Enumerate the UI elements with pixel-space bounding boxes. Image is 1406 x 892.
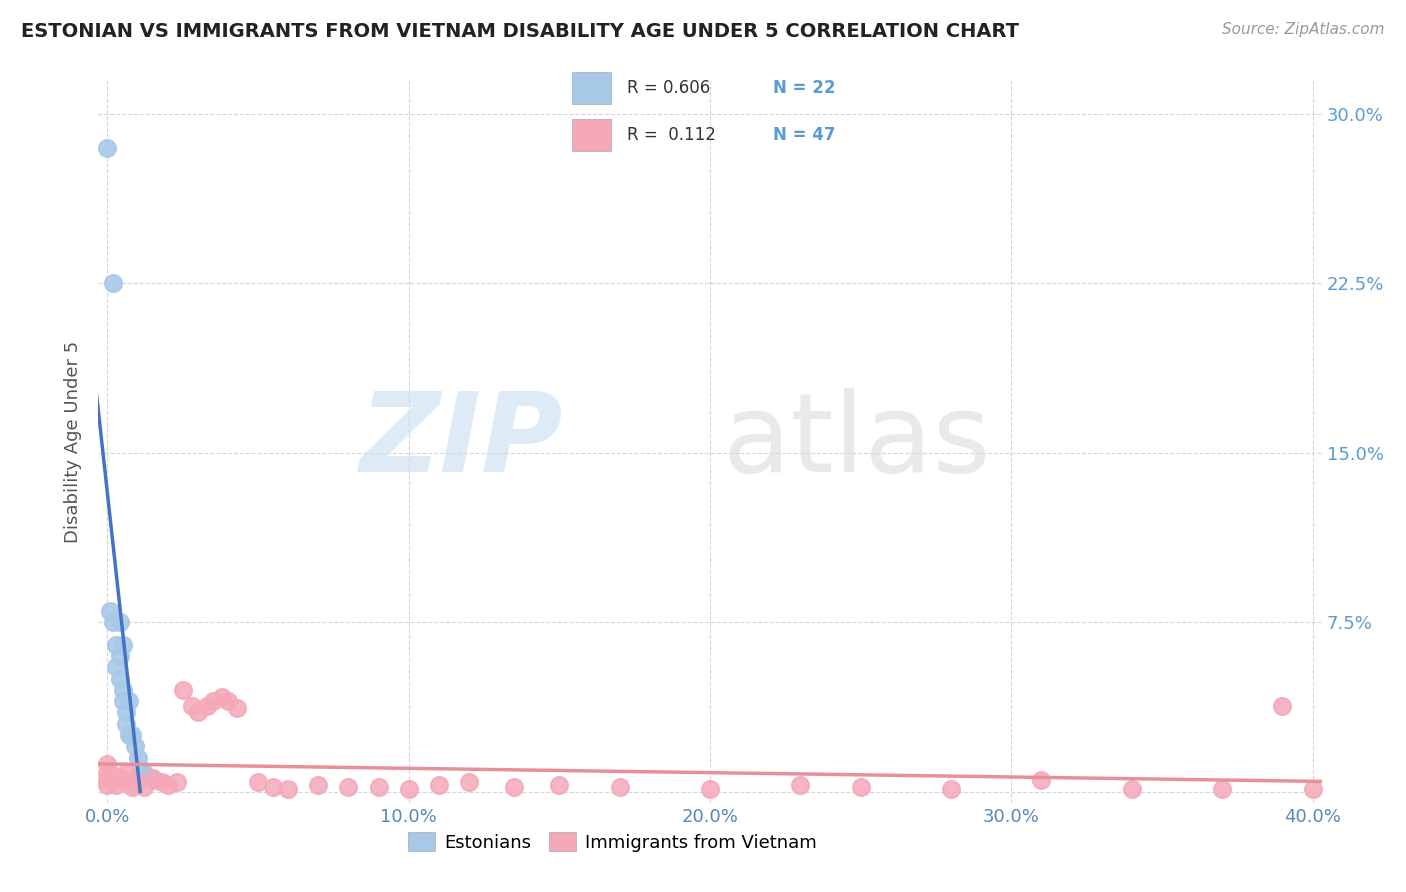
- Point: [211, 690, 233, 704]
- Point: [121, 780, 143, 794]
- Point: [111, 682, 134, 697]
- Y-axis label: Disability Age Under 5: Disability Age Under 5: [65, 341, 83, 542]
- Point: [129, 762, 152, 776]
- Text: Source: ZipAtlas.com: Source: ZipAtlas.com: [1222, 22, 1385, 37]
- Point: [124, 739, 146, 754]
- Point: [548, 778, 571, 792]
- Point: [103, 773, 125, 788]
- Point: [105, 660, 128, 674]
- Point: [699, 782, 721, 797]
- Text: R =  0.112: R = 0.112: [627, 126, 716, 144]
- Point: [108, 672, 131, 686]
- Point: [172, 682, 194, 697]
- Text: atlas: atlas: [723, 388, 991, 495]
- Point: [117, 694, 139, 708]
- Point: [226, 701, 249, 715]
- Point: [458, 775, 481, 789]
- Point: [789, 778, 811, 792]
- Point: [166, 775, 188, 789]
- Point: [108, 771, 131, 785]
- Point: [132, 780, 155, 794]
- Point: [187, 706, 209, 720]
- Point: [132, 766, 155, 780]
- Text: N = 22: N = 22: [773, 79, 835, 97]
- Point: [849, 780, 872, 794]
- Point: [427, 778, 450, 792]
- Point: [127, 750, 149, 764]
- Point: [96, 778, 118, 792]
- Point: [96, 757, 118, 772]
- Point: [114, 706, 136, 720]
- Point: [105, 638, 128, 652]
- Point: [111, 773, 134, 788]
- Point: [108, 648, 131, 663]
- Point: [117, 728, 139, 742]
- Point: [217, 694, 239, 708]
- Point: [262, 780, 284, 794]
- Point: [114, 766, 136, 780]
- Text: R = 0.606: R = 0.606: [627, 79, 710, 97]
- Point: [367, 780, 389, 794]
- Point: [127, 775, 149, 789]
- Point: [96, 773, 118, 788]
- Point: [142, 773, 165, 788]
- Point: [117, 775, 139, 789]
- Point: [121, 728, 143, 742]
- Point: [1031, 773, 1053, 788]
- Point: [1271, 698, 1294, 713]
- FancyBboxPatch shape: [572, 120, 610, 151]
- Point: [503, 780, 526, 794]
- Point: [1302, 782, 1324, 797]
- Point: [247, 775, 270, 789]
- Point: [398, 782, 420, 797]
- Point: [609, 780, 631, 794]
- Point: [111, 694, 134, 708]
- Point: [96, 766, 118, 780]
- Point: [337, 780, 360, 794]
- Point: [1211, 782, 1233, 797]
- Text: N = 47: N = 47: [773, 126, 835, 144]
- Point: [156, 778, 179, 792]
- Text: ESTONIAN VS IMMIGRANTS FROM VIETNAM DISABILITY AGE UNDER 5 CORRELATION CHART: ESTONIAN VS IMMIGRANTS FROM VIETNAM DISA…: [21, 22, 1019, 41]
- Point: [100, 766, 122, 780]
- Point: [201, 694, 224, 708]
- Point: [195, 698, 218, 713]
- Point: [103, 615, 125, 630]
- Point: [108, 615, 131, 630]
- Point: [114, 716, 136, 731]
- Point: [150, 775, 173, 789]
- Point: [96, 141, 118, 155]
- Point: [105, 778, 128, 792]
- Text: ZIP: ZIP: [360, 388, 564, 495]
- Point: [277, 782, 299, 797]
- Point: [1121, 782, 1143, 797]
- Point: [939, 782, 962, 797]
- FancyBboxPatch shape: [572, 72, 610, 103]
- Legend: Estonians, Immigrants from Vietnam: Estonians, Immigrants from Vietnam: [401, 825, 824, 859]
- Point: [180, 698, 202, 713]
- Point: [142, 771, 165, 785]
- Point: [103, 277, 125, 291]
- Point: [111, 638, 134, 652]
- Point: [100, 604, 122, 618]
- Point: [307, 778, 329, 792]
